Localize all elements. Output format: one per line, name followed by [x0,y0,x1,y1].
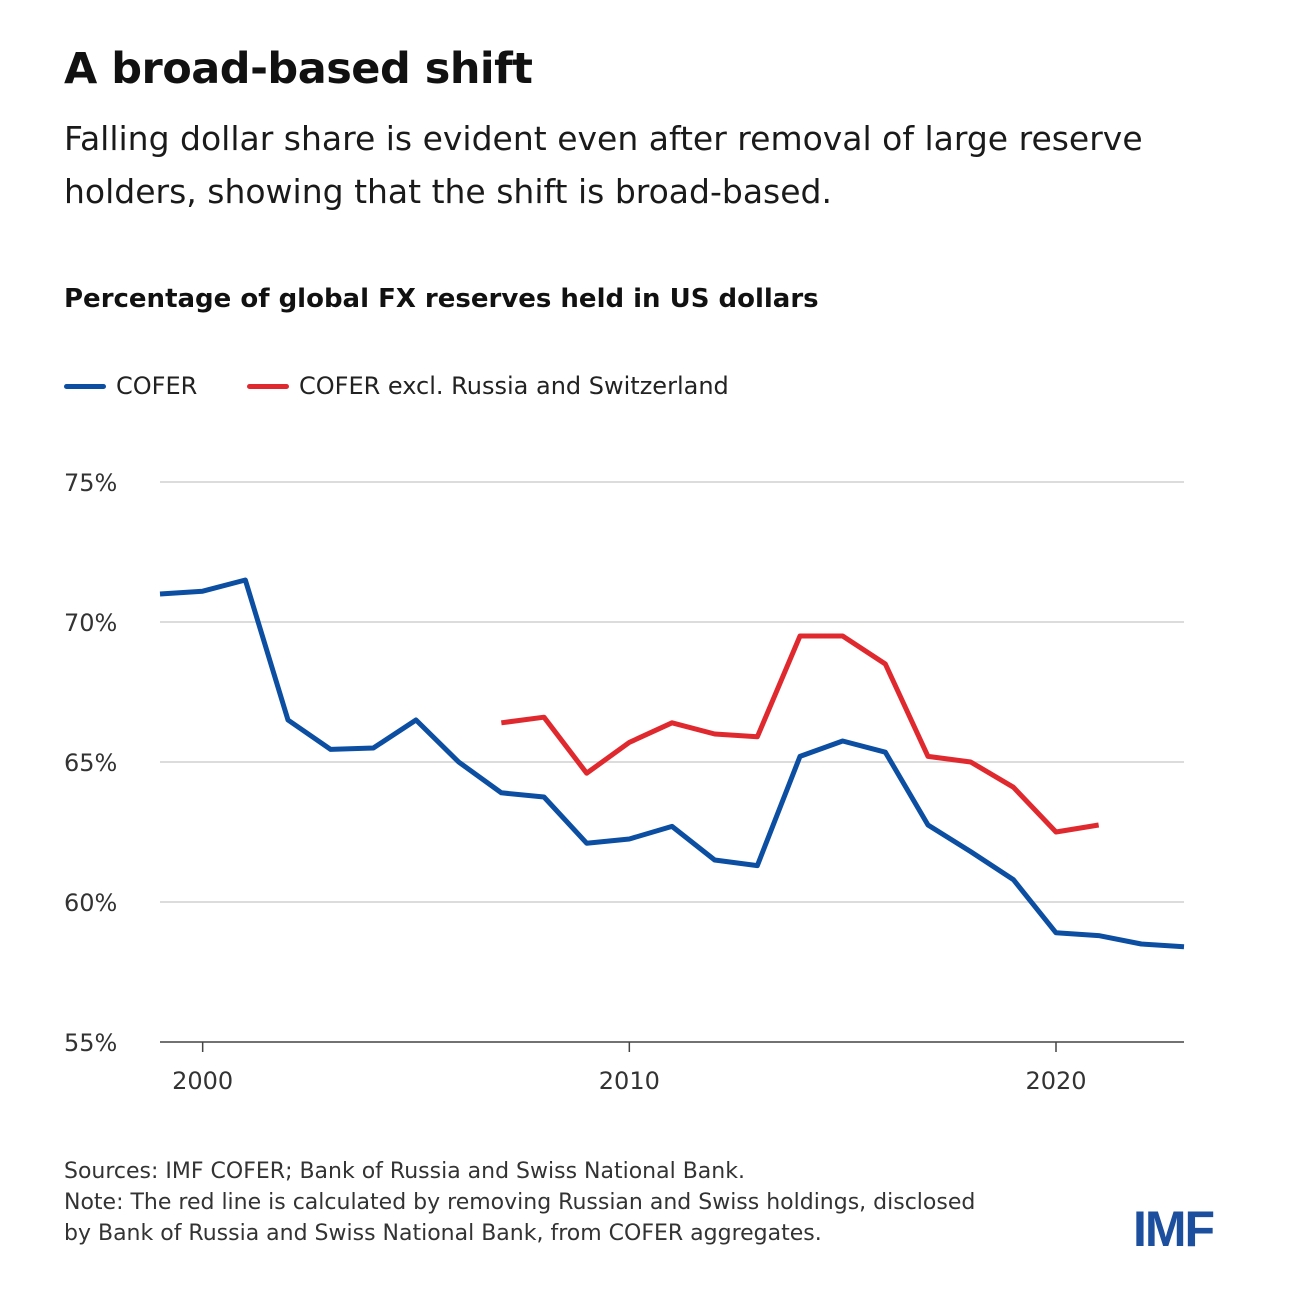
y-tick-label: 75% [64,469,117,497]
legend-item-excl: COFER excl. Russia and Switzerland [247,372,729,400]
note-text-2: by Bank of Russia and Swiss National Ban… [64,1221,822,1246]
y-tick-label: 70% [64,609,117,637]
legend-swatch-excl [247,383,289,389]
y-tick-label: 55% [64,1029,117,1057]
series-line-excl [501,633,1100,835]
chart-title: Percentage of global FX reserves held in… [64,284,819,314]
title: A broad-based shift [64,44,533,94]
sources-text: Sources: IMF COFER; Bank of Russia and S… [64,1159,745,1184]
notes: Sources: IMF COFER; Bank of Russia and S… [64,1156,975,1249]
x-tick-label: 2020 [1025,1067,1086,1095]
legend-label-cofer: COFER [116,372,198,400]
subtitle: Falling dollar share is evident even aft… [64,119,1143,211]
imf-logo: IMF [1133,1201,1215,1257]
legend-label-excl: COFER excl. Russia and Switzerland [299,372,729,400]
legend-item-cofer: COFER [64,372,197,400]
x-tick-label: 2010 [599,1067,660,1095]
y-tick-label: 60% [64,889,117,917]
series-line-cofer [159,577,1185,950]
note-text-1: Note: The red line is calculated by remo… [64,1190,976,1215]
y-tick-label: 65% [64,749,117,777]
legend-swatch-cofer [64,383,106,389]
x-tick-label: 2000 [172,1067,233,1095]
